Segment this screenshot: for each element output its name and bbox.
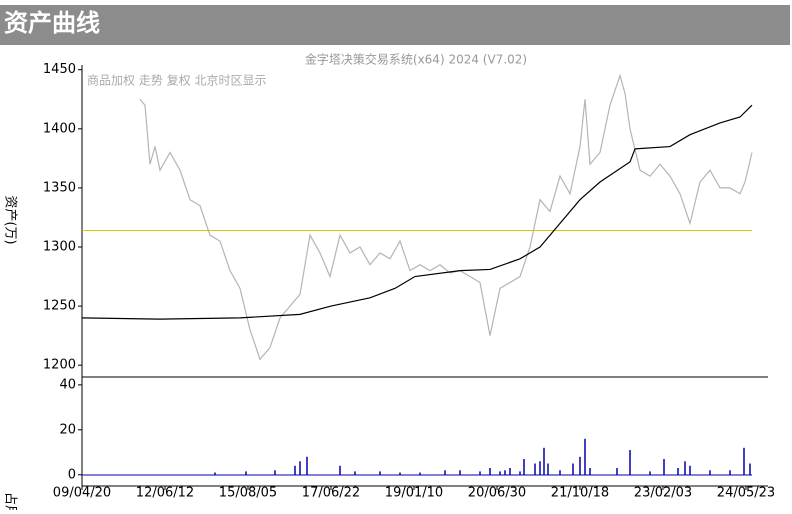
series-line — [139, 73, 753, 361]
header-bar — [0, 5, 790, 45]
y-axis-label: 占用 — [3, 492, 18, 510]
y-tick-label: 20 — [59, 422, 76, 437]
series-line — [81, 104, 753, 320]
x-tick-label: 15/08/05 — [219, 486, 277, 501]
subtitle: 金字塔决策交易系统(x64) 2024 (V7.02) — [305, 52, 527, 67]
y-tick-label: 1300 — [43, 240, 76, 255]
y-tick-label: 1450 — [43, 62, 76, 77]
x-tick-label: 17/06/22 — [302, 486, 360, 501]
y-axis-label: 资产(万) — [3, 195, 18, 244]
x-tick-label: 21/10/18 — [551, 486, 609, 501]
y-tick-label: 1350 — [43, 180, 76, 195]
y-tick-label: 0 — [68, 467, 76, 482]
x-tick-label: 12/06/12 — [136, 486, 194, 501]
x-tick-label: 24/05/23 — [717, 486, 775, 501]
header-title: 资产曲线 — [4, 9, 100, 37]
y-tick-label: 1250 — [43, 299, 76, 314]
y-tick-label: 1400 — [43, 121, 76, 136]
y-tick-label: 40 — [59, 377, 76, 392]
annotation: 商品加权 走势 复权 北京时区显示 — [87, 73, 266, 88]
y-tick-label: 1200 — [43, 358, 76, 373]
x-tick-label: 19/01/10 — [385, 486, 443, 501]
x-tick-label: 20/06/30 — [468, 486, 526, 501]
x-tick-label: 09/04/20 — [53, 486, 111, 501]
x-tick-label: 23/02/03 — [634, 486, 692, 501]
